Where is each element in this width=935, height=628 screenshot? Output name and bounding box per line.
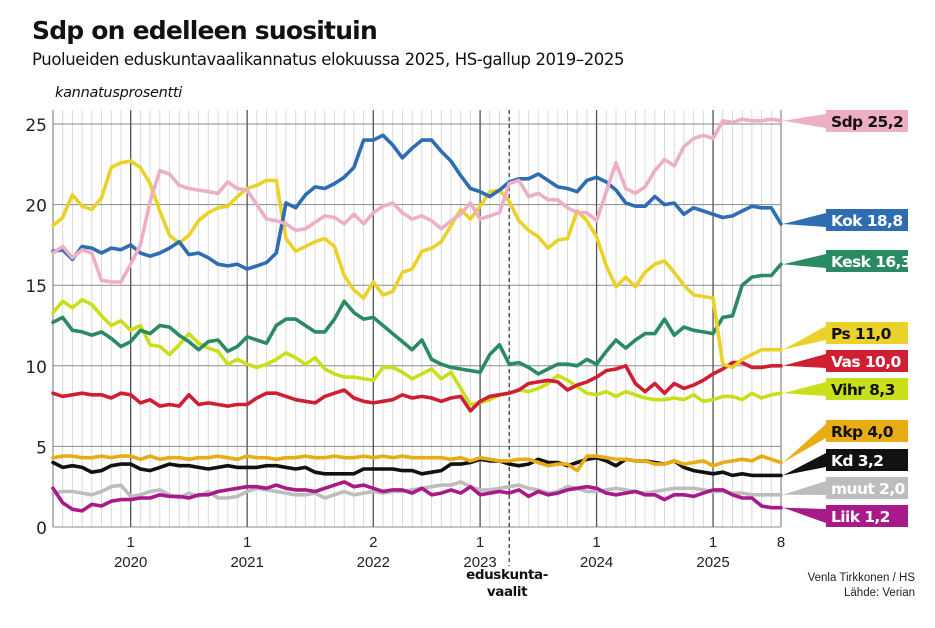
series-lines (51, 117, 783, 513)
label-box-muut (826, 477, 908, 499)
election-label-line1: eduskunta- (466, 567, 548, 583)
y-tick-label: 5 (36, 438, 47, 458)
label-connector-sdp (783, 114, 826, 128)
election-label-line2: vaalit (486, 584, 528, 600)
label-box-kesk (826, 250, 908, 272)
y-tick-label: 15 (25, 277, 47, 297)
x-tick-month-label: 1 (243, 534, 251, 551)
chart-subtitle: Puolueiden eduskuntavaalikannatus elokuu… (32, 50, 625, 69)
label-box-vas (826, 350, 908, 372)
y-axis-ticks: 0 5 10 15 20 25 (25, 116, 47, 539)
label-connector-liik (783, 507, 826, 523)
label-text-kd: Kd 3,2 (831, 452, 883, 470)
label-connector-kok (783, 213, 826, 227)
label-text-ps: Ps 11,0 (831, 325, 892, 343)
label-box-rkp (826, 420, 908, 442)
series-line-liik (51, 480, 783, 513)
x-tick-year-label: 2021 (230, 554, 263, 571)
x-tick-month-label: 8 (777, 534, 785, 551)
label-box-kd (826, 449, 908, 471)
label-text-kok: Kok 18,8 (831, 212, 903, 230)
label-connector-kd (783, 453, 826, 476)
series-line-kok (51, 133, 783, 271)
label-text-liik: Liik 1,2 (831, 508, 890, 526)
source-credit: Lähde: Verian (844, 587, 915, 599)
label-connector-muut (783, 481, 826, 495)
x-tick-year-label: 2023 (463, 554, 496, 571)
x-tick-year-label: 2025 (696, 554, 729, 571)
series-line-ps (51, 159, 783, 370)
y-tick-label: 10 (25, 358, 47, 378)
label-text-vihr: Vihr 8,3 (831, 381, 895, 399)
label-text-kesk: Kesk 16,3 (831, 253, 911, 271)
series-line-vas (51, 360, 783, 413)
x-tick-month-label: 1 (592, 534, 600, 551)
credits: Venla Tirkkonen / HS Lähde: Verian (808, 571, 915, 601)
y-tick-label: 0 (36, 519, 47, 539)
label-connector-ps (783, 326, 826, 350)
y-tick-label: 25 (25, 116, 47, 136)
chart-title: Sdp on edelleen suosituin (32, 16, 378, 45)
label-connector-vihr (783, 382, 826, 396)
label-box-vihr (826, 378, 908, 400)
series-labels: Sdp 25,2 Kok 18,8 Kesk 16,3 Ps 11,0 Vas 10,0… (783, 110, 912, 527)
label-text-muut: muut 2,0 (831, 480, 905, 498)
label-box-sdp (826, 110, 908, 132)
label-connector-vas (783, 354, 826, 368)
label-connector-kesk (783, 254, 826, 268)
x-tick-year-label: 2020 (114, 554, 147, 571)
series-line-vihr (51, 297, 783, 407)
x-tick-month-label: 2 (369, 534, 377, 551)
label-connector-rkp (783, 424, 826, 463)
x-tick-month-label: 1 (126, 534, 134, 551)
x-tick-month-label: 1 (709, 534, 717, 551)
election-label: eduskunta- vaalit (462, 567, 552, 601)
series-line-kesk (51, 262, 783, 376)
label-text-vas: Vas 10,0 (831, 353, 901, 371)
series-line-rkp (51, 454, 783, 473)
author-credit: Venla Tirkkonen / HS (807, 572, 915, 584)
y-tick-label: 20 (25, 197, 47, 217)
label-box-liik (826, 505, 908, 527)
x-tick-year-label: 2022 (357, 554, 390, 571)
label-box-kok (826, 209, 908, 231)
label-text-sdp: Sdp 25,2 (831, 113, 903, 131)
series-line-sdp (51, 117, 783, 284)
y-axis-label: kannatusprosentti (55, 85, 182, 101)
label-box-ps (826, 322, 908, 344)
label-text-rkp: Rkp 4,0 (831, 423, 894, 441)
x-tick-year-label: 2024 (580, 554, 613, 571)
x-tick-month-label: 1 (476, 534, 484, 551)
